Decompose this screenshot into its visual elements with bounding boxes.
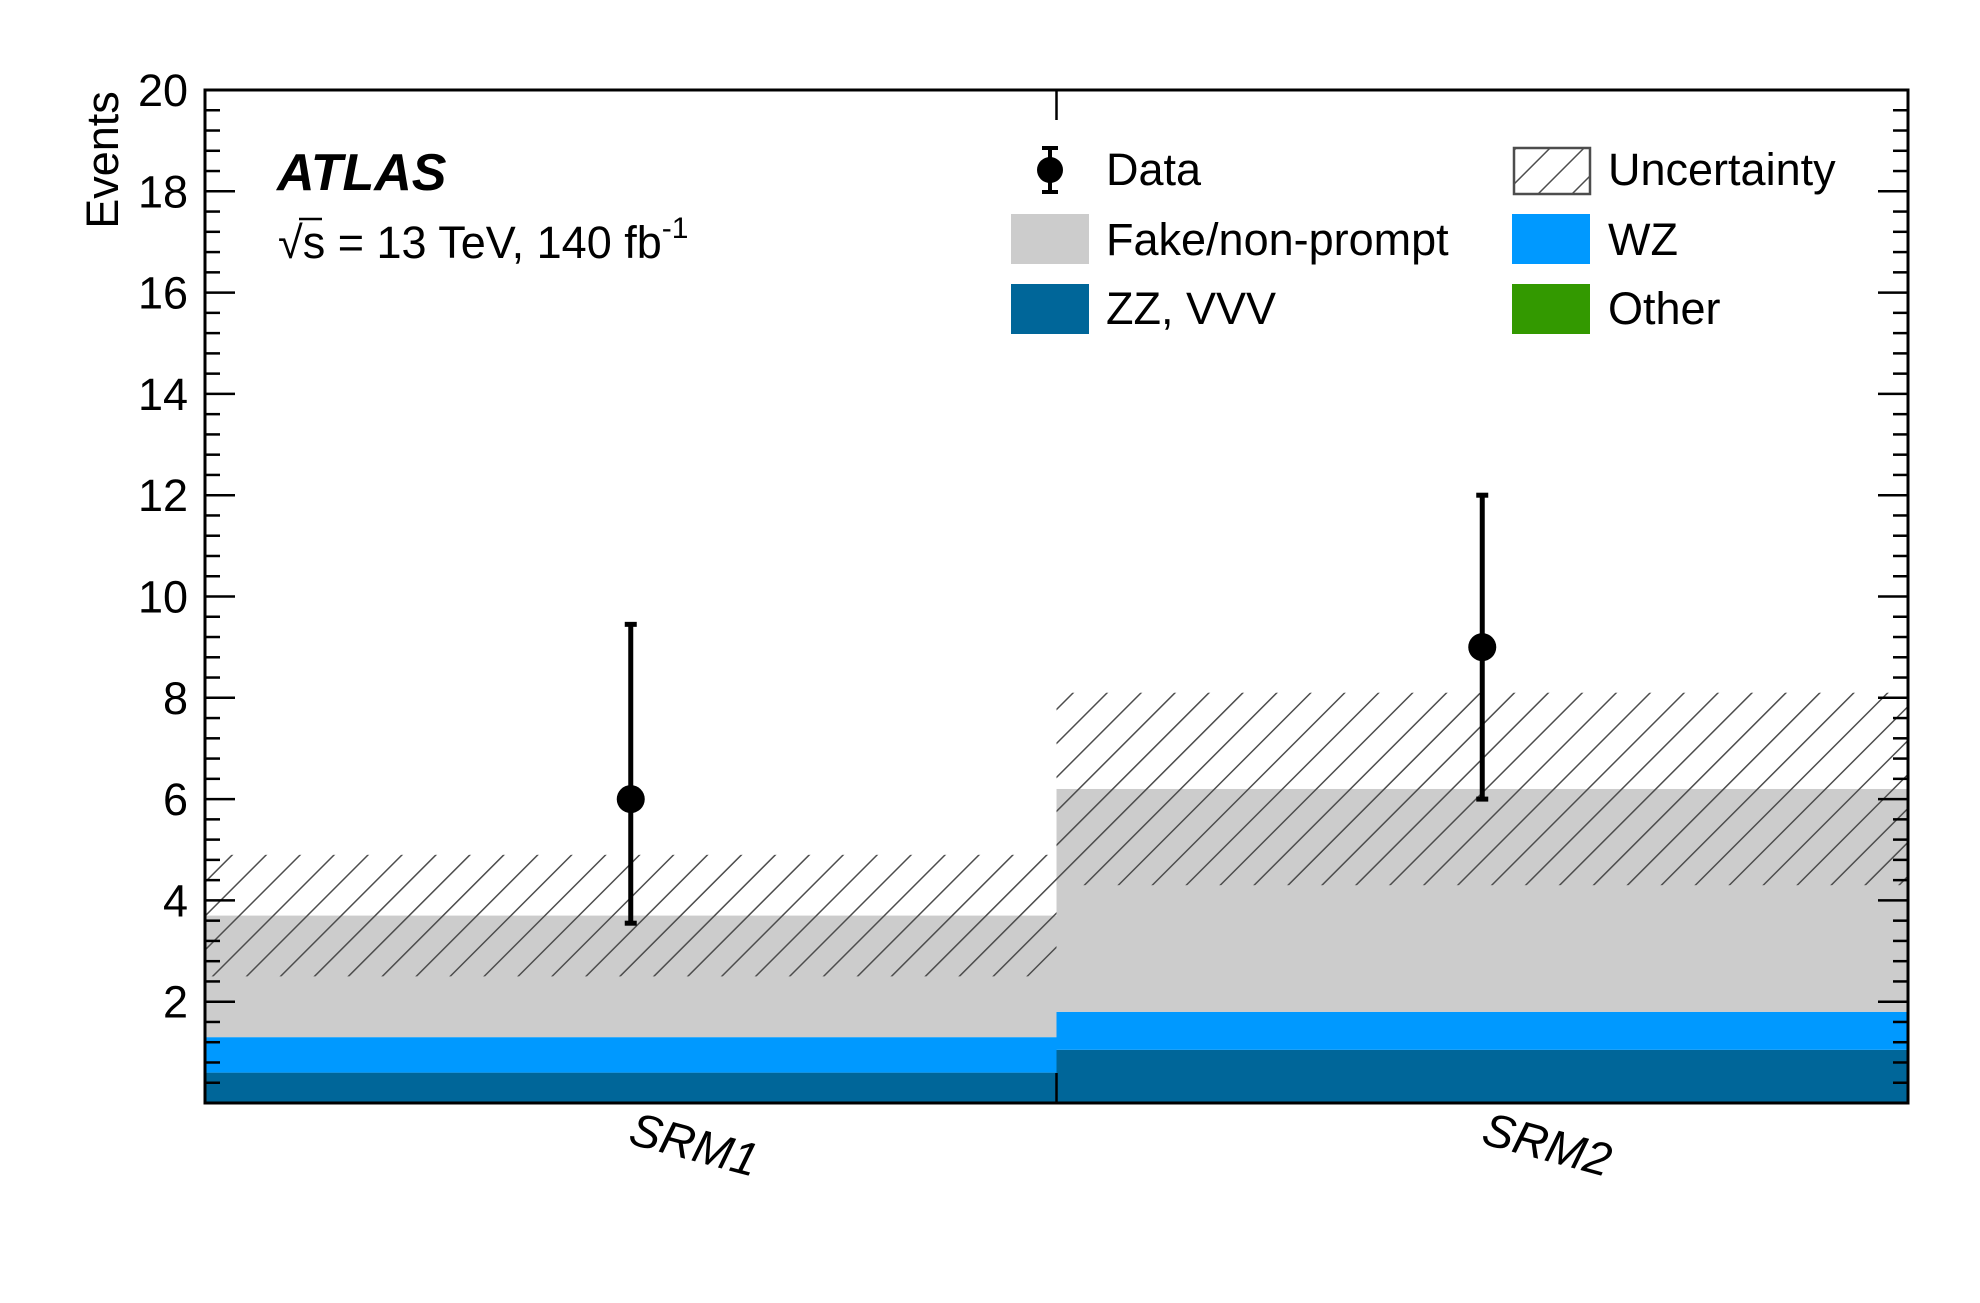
bar-wz-srm1 (205, 1037, 1057, 1073)
data-marker (1468, 633, 1497, 662)
category-label-srm2: SRM2 (1477, 1102, 1617, 1187)
data-point-srm2 (1468, 492, 1497, 802)
svg-text:WZ: WZ (1608, 214, 1678, 265)
energy-text: = 13 TeV, 140 fb (325, 217, 662, 268)
legend-item-wz: WZ (1512, 214, 1678, 265)
category-label-srm1: SRM1 (624, 1102, 764, 1187)
data-point-srm1 (616, 621, 645, 926)
legend-item-zz-vvv: ZZ, VVV (1011, 283, 1276, 334)
y-tick-label: 18 (138, 166, 188, 217)
experiment-label: ATLAS (275, 144, 447, 202)
data-points (616, 492, 1497, 926)
uncertainty-bands (205, 692, 1908, 977)
bar-wz-srm2 (1056, 1011, 1908, 1050)
legend: Data Fake/non-prompt ZZ, VVV Uncertainty… (1011, 144, 1836, 334)
y-tick-label: 6 (163, 774, 188, 825)
sqrt-symbol: √ (278, 217, 303, 268)
lumi-superscript: -1 (662, 212, 689, 245)
y-tick-label: 8 (163, 673, 188, 724)
svg-text:Uncertainty: Uncertainty (1608, 144, 1836, 195)
legend-item-uncertainty: Uncertainty (1512, 144, 1836, 196)
bar-zz-vvv-srm2 (1056, 1049, 1908, 1103)
y-tick-label: 12 (138, 470, 188, 521)
y-tick-label: 2 (163, 977, 188, 1028)
sqrt-s: s (303, 217, 326, 268)
axis-ticks: 2 4 6 8 10 12 14 16 18 20 (138, 65, 1908, 1105)
legend-item-other: Other (1512, 283, 1721, 334)
data-marker (616, 785, 645, 814)
svg-text:Data: Data (1106, 144, 1202, 195)
y-tick-label: 10 (138, 572, 188, 623)
svg-text:ZZ, VVV: ZZ, VVV (1106, 283, 1276, 334)
y-axis-title: Events (77, 91, 128, 229)
energy-lumi-label: √s = 13 TeV, 140 fb-1 (278, 212, 688, 268)
y-tick-label: 16 (138, 268, 188, 319)
legend-item-data: Data (1037, 144, 1202, 195)
svg-text:Other: Other (1608, 283, 1721, 334)
y-tick-label: 14 (138, 369, 188, 420)
bar-zz-vvv-srm1 (205, 1072, 1057, 1103)
legend-item-fake-nonprompt: Fake/non-prompt (1011, 214, 1449, 265)
svg-text:√s = 13 TeV, 140 fb-1: √s = 13 TeV, 140 fb-1 (278, 212, 688, 268)
y-tick-label: 4 (163, 875, 188, 926)
y-tick-label: 20 (138, 65, 188, 116)
svg-text:Fake/non-prompt: Fake/non-prompt (1106, 214, 1449, 265)
